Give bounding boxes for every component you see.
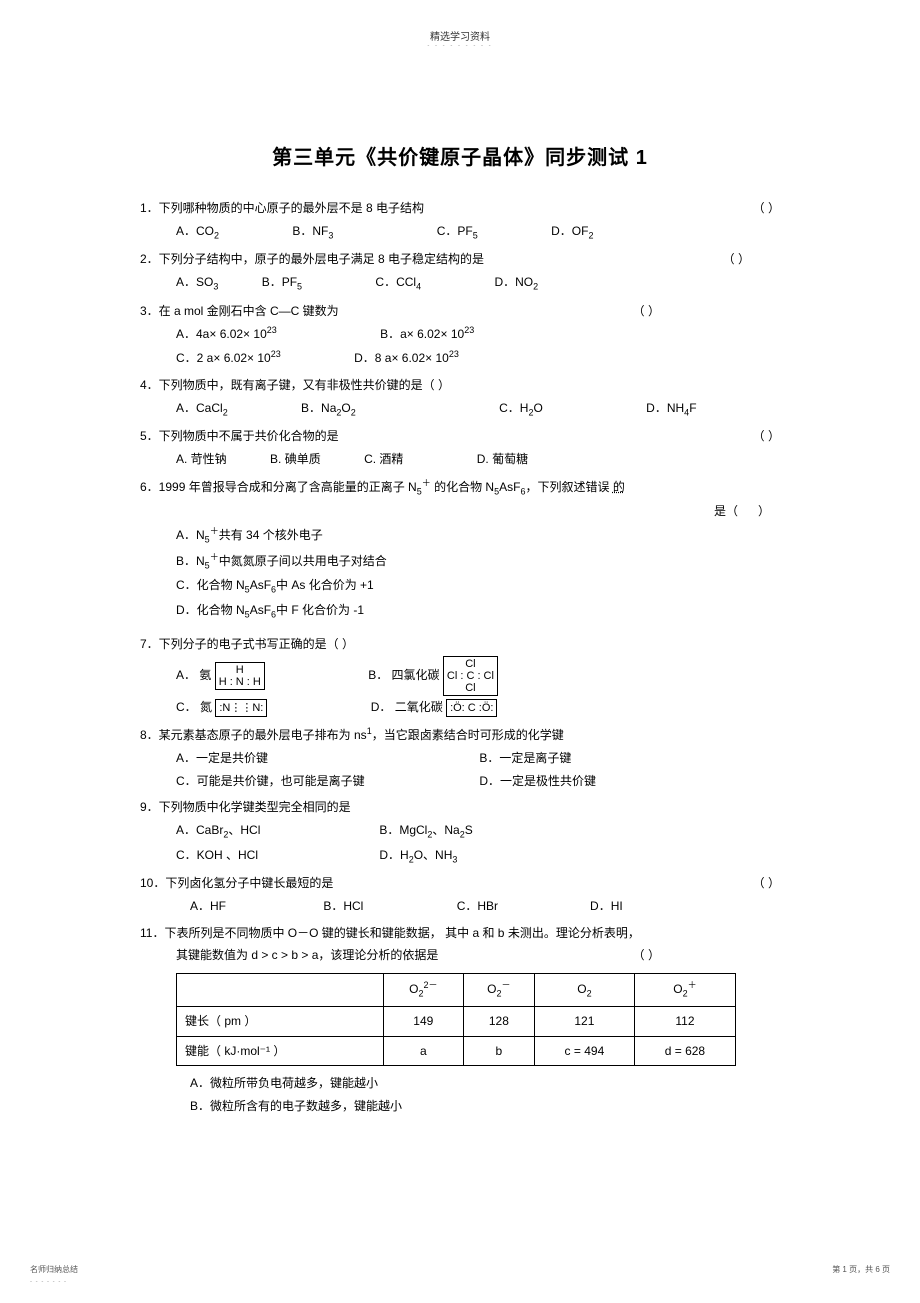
table-r2-label: 键能（ kJ·mol⁻¹ ） <box>177 1036 384 1066</box>
q9-c: C．KOH 、HCl <box>176 844 376 867</box>
q8-d: D．一定是极性共价键 <box>479 770 596 793</box>
q11-stem: 11．下表所列是不同物质中 O－O 键的键长和键能数据， 其中 a 和 b 未测… <box>140 926 640 940</box>
page-title: 第三单元《共价键原子晶体》同步测试 1 <box>140 139 780 177</box>
q7-d: D． 二氧化碳 :Ö: C :Ö: <box>371 696 498 719</box>
q4-a: A．CaCl2 <box>176 397 228 421</box>
question-1: 1．下列哪种物质的中心原子的最外层不是 8 电子结构 （ ） A．CO2 B．N… <box>140 197 780 244</box>
q9-d: D．H2O、NH3 <box>379 844 457 868</box>
table-h1: O22－ <box>383 974 463 1006</box>
table-r1-2: 128 <box>463 1006 534 1036</box>
q6-b: B．N5＋中氮氮原子间以共用电子对结合 <box>140 549 780 574</box>
q1-a: A．CO2 <box>176 220 219 244</box>
header-small-text: 精选学习资料 <box>0 0 920 43</box>
question-11: 11．下表所列是不同物质中 O－O 键的键长和键能数据， 其中 a 和 b 未测… <box>140 922 780 1118</box>
q3-d: D．8 a× 6.02× 1023 <box>354 346 459 370</box>
q6-stem: 6．1999 年曾报导合成和分离了含高能量的正离子 N5＋ 的化合物 N5AsF… <box>140 480 625 494</box>
q9-stem: 9．下列物质中化学键类型完全相同的是 <box>140 800 351 814</box>
question-7: 7．下列分子的电子式书写正确的是（ ） A． 氨 HH : N : H B． 四… <box>140 633 780 719</box>
table-r1-1: 149 <box>383 1006 463 1036</box>
question-3: 3．在 a mol 金刚石中含 C—C 键数为 （ ） A．4a× 6.02× … <box>140 300 780 370</box>
table-r1-3: 121 <box>534 1006 634 1036</box>
q5-c: C. 酒精 <box>364 448 403 471</box>
q11-table: O22－ O2－ O2 O2＋ 键长（ pm ） 149 128 121 112… <box>176 973 736 1066</box>
q7-stem: 7．下列分子的电子式书写正确的是（ ） <box>140 637 354 651</box>
q6-a: A．N5＋共有 34 个核外电子 <box>140 523 780 548</box>
footer-left: 名师归纳总结 <box>30 1264 78 1275</box>
q2-stem: 2．下列分子结构中，原子的最外层电子满足 8 电子稳定结构的是 <box>140 252 484 266</box>
q5-d: D. 葡萄糖 <box>477 448 528 471</box>
q4-b: B．Na2O2 <box>301 397 356 421</box>
table-h2: O2－ <box>463 974 534 1006</box>
q10-c: C．HBr <box>457 895 587 918</box>
table-r2-2: b <box>463 1036 534 1066</box>
question-9: 9．下列物质中化学键类型完全相同的是 A．CaBr2、HCl B．MgCl 2、… <box>140 796 780 868</box>
q6-d: D．化合物 N5AsF6 中 F 化合价为 -1 <box>140 599 780 623</box>
q10-a: A．HF <box>190 895 320 918</box>
question-8: 8．某元素基态原子的最外层电子排布为 ns1，当它跟卤素结合时可形成的化学键 A… <box>140 723 780 792</box>
q10-d: D．HI <box>590 895 623 918</box>
q7-c: C． 氮 :N⋮⋮N: <box>176 696 267 719</box>
q5-a: A. 苛性钠 <box>176 448 227 471</box>
q2-a: A．SO3 <box>176 271 218 295</box>
question-10: 10．下列卤化氢分子中键长最短的是 （ ） A．HF B．HCl C．HBr D… <box>140 872 780 918</box>
table-head-empty <box>177 974 384 1006</box>
q11-stem2: 其键能数值为 d > c > b > a，该理论分析的依据是 <box>176 944 438 967</box>
q10-stem: 10．下列卤化氢分子中键长最短的是 <box>140 876 333 890</box>
footer-dots: - - - - - - - <box>30 1279 67 1285</box>
table-h4: O2＋ <box>634 974 735 1006</box>
q2-paren: （ ） <box>723 248 750 271</box>
table-r1-4: 112 <box>634 1006 735 1036</box>
table-r1-label: 键长（ pm ） <box>177 1006 384 1036</box>
footer-right: 第 1 页，共 6 页 <box>832 1264 890 1275</box>
q3-a: A．4a× 6.02× 1023 <box>176 322 277 346</box>
q8-a: A．一定是共价键 <box>176 747 476 770</box>
q10-b: B．HCl <box>323 895 453 918</box>
q5-b: B. 碘单质 <box>270 448 321 471</box>
q8-b: B．一定是离子键 <box>479 747 571 770</box>
page-content: 第三单元《共价键原子晶体》同步测试 1 1．下列哪种物质的中心原子的最外层不是 … <box>0 49 920 1118</box>
q1-stem: 1．下列哪种物质的中心原子的最外层不是 8 电子结构 <box>140 201 424 215</box>
q3-b: B．a× 6.02× 1023 <box>380 322 474 346</box>
table-r2-1: a <box>383 1036 463 1066</box>
q6-line2: 是（ ） <box>714 504 770 518</box>
q11-b: B．微粒所含有的电子数越多，键能越小 <box>140 1095 780 1118</box>
q4-c: C．H2O <box>499 397 543 421</box>
table-h3: O2 <box>534 974 634 1006</box>
q2-c: C．CCl4 <box>375 271 421 295</box>
q7-b: B． 四氯化碳 ClCl : C : ClCl <box>368 656 498 696</box>
q8-c: C．可能是共价键，也可能是离子键 <box>176 770 476 793</box>
question-5: 5．下列物质中不属于共价化合物的是 （ ） A. 苛性钠 B. 碘单质 C. 酒… <box>140 425 780 471</box>
q8-stem: 8．某元素基态原子的最外层电子排布为 ns1，当它跟卤素结合时可形成的化学键 <box>140 728 564 742</box>
q7-a: A． 氨 HH : N : H <box>176 660 265 691</box>
q9-b: B．MgCl 2、Na2S <box>379 819 472 843</box>
table-r2-4: d = 628 <box>634 1036 735 1066</box>
q6-c: C．化合物 N5AsF6 中 As 化合价为 +1 <box>140 574 780 598</box>
q3-paren: （ ） <box>633 300 660 323</box>
q11-paren: （ ） <box>633 944 660 967</box>
q4-d: D．NH4F <box>646 397 696 421</box>
q1-paren: （ ） <box>753 197 780 220</box>
q5-paren: （ ） <box>753 425 780 448</box>
q1-d: D．OF2 <box>551 220 593 244</box>
q3-c: C．2 a× 6.02× 1023 <box>176 346 281 370</box>
q10-paren: （ ） <box>753 872 780 895</box>
question-4: 4．下列物质中，既有离子键，又有非极性共价键的是（ ） A．CaCl2 B．Na… <box>140 374 780 421</box>
q3-stem: 3．在 a mol 金刚石中含 C—C 键数为 <box>140 304 339 318</box>
question-6: 6．1999 年曾报导合成和分离了含高能量的正离子 N5＋ 的化合物 N5AsF… <box>140 475 780 623</box>
q9-a: A．CaBr2、HCl <box>176 819 376 843</box>
q2-b: B．PF5 <box>262 271 302 295</box>
q5-stem: 5．下列物质中不属于共价化合物的是 <box>140 429 339 443</box>
q1-b: B．NF3 <box>292 220 333 244</box>
q2-d: D．NO2 <box>494 271 538 295</box>
table-r2-3: c = 494 <box>534 1036 634 1066</box>
q4-stem: 4．下列物质中，既有离子键，又有非极性共价键的是（ ） <box>140 378 450 392</box>
question-2: 2．下列分子结构中，原子的最外层电子满足 8 电子稳定结构的是 （ ） A．SO… <box>140 248 780 295</box>
q1-c: C．PF5 <box>437 220 478 244</box>
q11-a: A．微粒所带负电荷越多，键能越小 <box>140 1072 780 1095</box>
